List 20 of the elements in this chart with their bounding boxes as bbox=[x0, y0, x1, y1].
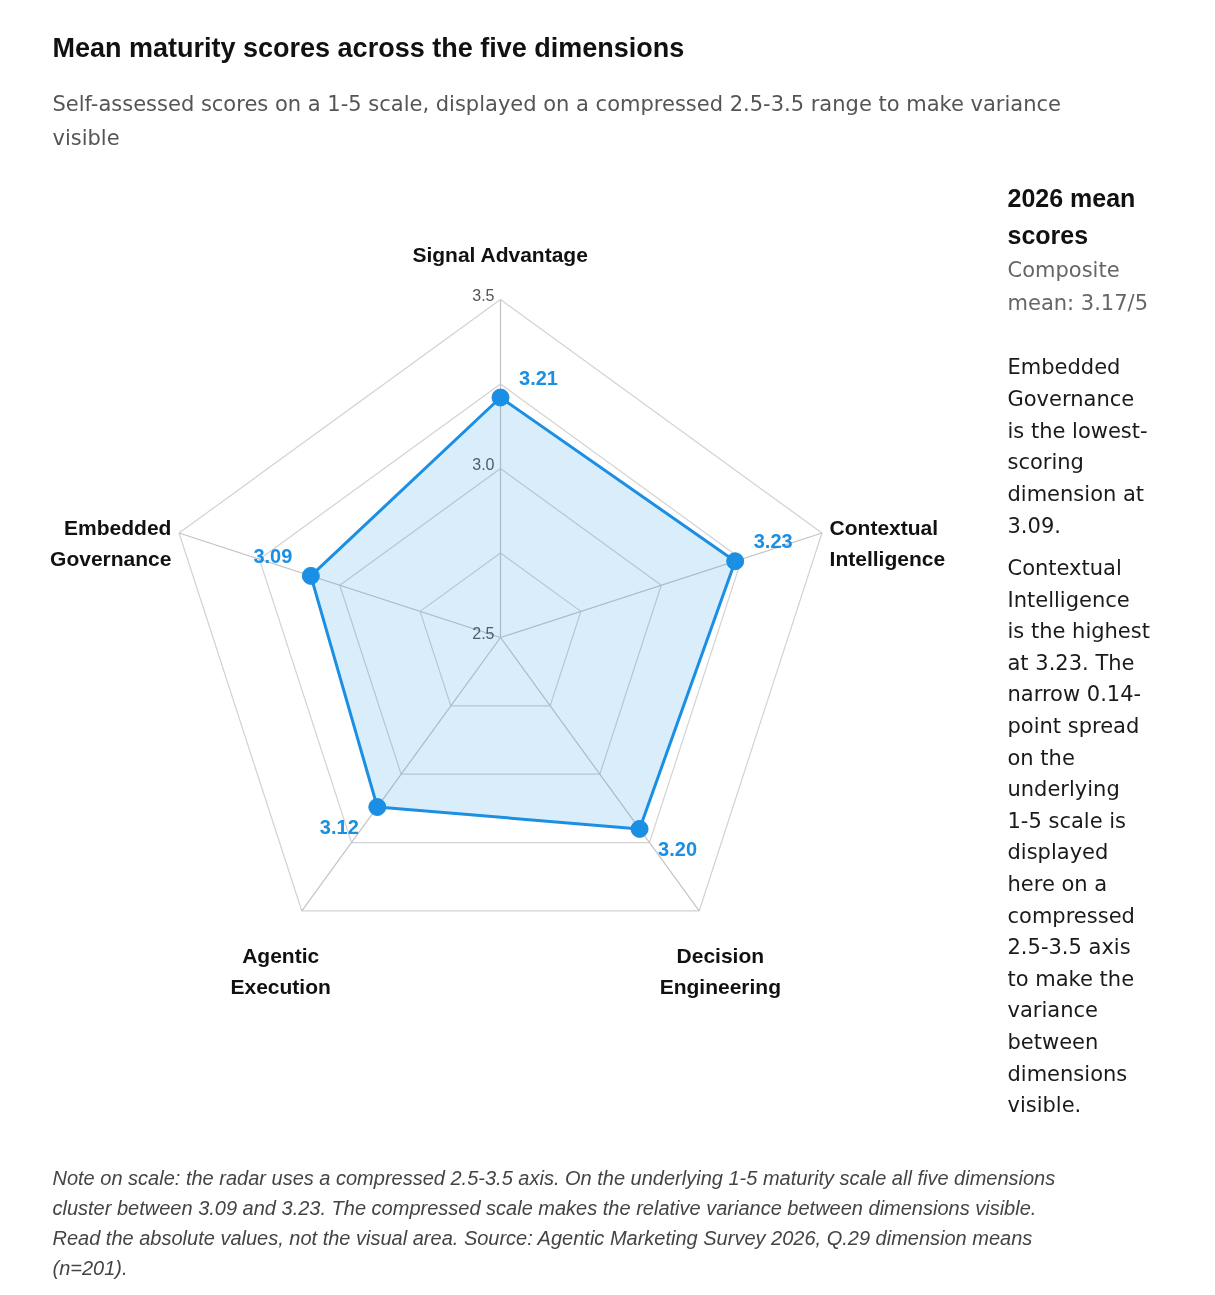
spoke-label: Agentic Execution bbox=[230, 944, 331, 999]
data-label: 3.21 bbox=[519, 366, 558, 389]
chart-title: Mean maturity scores across the five dimensions bbox=[52, 32, 685, 63]
data-label: 3.09 bbox=[253, 544, 293, 567]
text: Note on scale: the radar uses a compressed 2.5-3.5 axis. On the underlying 1-5 maturity scale all five dimensions cluster between 3.09 and 3.23. The compressed scale makes the relative variance between dimensions visible. Read the absolute values, not the visual area. Source: Agentic Marketing Survey 2026, Q.29 dimension means (n=201). bbox=[52, 1166, 1056, 1279]
text: Composite mean: 3.17/5 bbox=[1007, 258, 1148, 315]
chart-subtitle: Self-assessed scores on a 1-5 scale, displayed on a compressed 2.5-3.5 range to make variance visible bbox=[52, 91, 1061, 150]
spoke-label: Embedded Governance bbox=[50, 515, 172, 570]
text: Embedded Governance is the lowest-scoring dimension at 3.09. bbox=[1007, 355, 1148, 539]
text: Contextual Intelligence is the highest at 3.23. The narrow 0.14-point spread on the underlying 1-5 scale is displayed here on a compressed 2.5-3.5 axis to make the variance between dimensions visible. bbox=[1007, 555, 1150, 1118]
y-tick-label: 2.5 bbox=[472, 624, 495, 642]
data-label: 3.20 bbox=[658, 837, 698, 860]
text: 2026 mean scores bbox=[1007, 184, 1136, 249]
data-label: 3.23 bbox=[753, 530, 793, 553]
spoke-label: Contextual Intelligence bbox=[829, 515, 946, 570]
spoke-label: Signal Advantage bbox=[412, 242, 588, 266]
y-tick-label: 3.0 bbox=[472, 455, 495, 473]
data-label: 3.12 bbox=[319, 816, 359, 839]
y-tick-label: 3.5 bbox=[472, 286, 495, 304]
spoke-label: Decision Engineering bbox=[659, 944, 782, 999]
